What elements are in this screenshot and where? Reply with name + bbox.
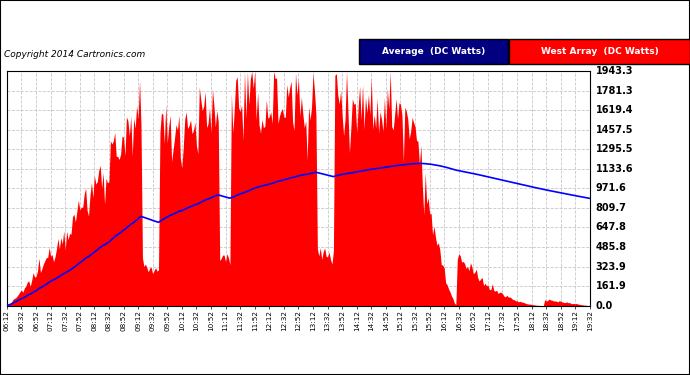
Text: West Array  (DC Watts): West Array (DC Watts) <box>541 47 659 56</box>
Text: 485.8: 485.8 <box>596 242 627 252</box>
Text: 1781.3: 1781.3 <box>596 86 633 96</box>
Text: 1457.5: 1457.5 <box>596 125 633 135</box>
FancyBboxPatch shape <box>509 39 690 64</box>
Text: 323.9: 323.9 <box>596 261 627 272</box>
Text: 809.7: 809.7 <box>596 203 627 213</box>
Text: 971.6: 971.6 <box>596 183 627 194</box>
Text: 0.0: 0.0 <box>596 301 613 310</box>
FancyBboxPatch shape <box>359 39 508 64</box>
Text: 161.9: 161.9 <box>596 281 627 291</box>
Text: Average  (DC Watts): Average (DC Watts) <box>382 47 485 56</box>
Text: 647.8: 647.8 <box>596 222 627 232</box>
Text: 1619.4: 1619.4 <box>596 105 633 116</box>
Text: 1295.5: 1295.5 <box>596 144 633 154</box>
Text: 1943.3: 1943.3 <box>596 66 633 76</box>
Text: 1133.6: 1133.6 <box>596 164 633 174</box>
Text: Copyright 2014 Cartronics.com: Copyright 2014 Cartronics.com <box>3 50 145 59</box>
Text: West Array Actual & Running Average Power Sun Apr 20 19:33: West Array Actual & Running Average Powe… <box>52 9 638 27</box>
